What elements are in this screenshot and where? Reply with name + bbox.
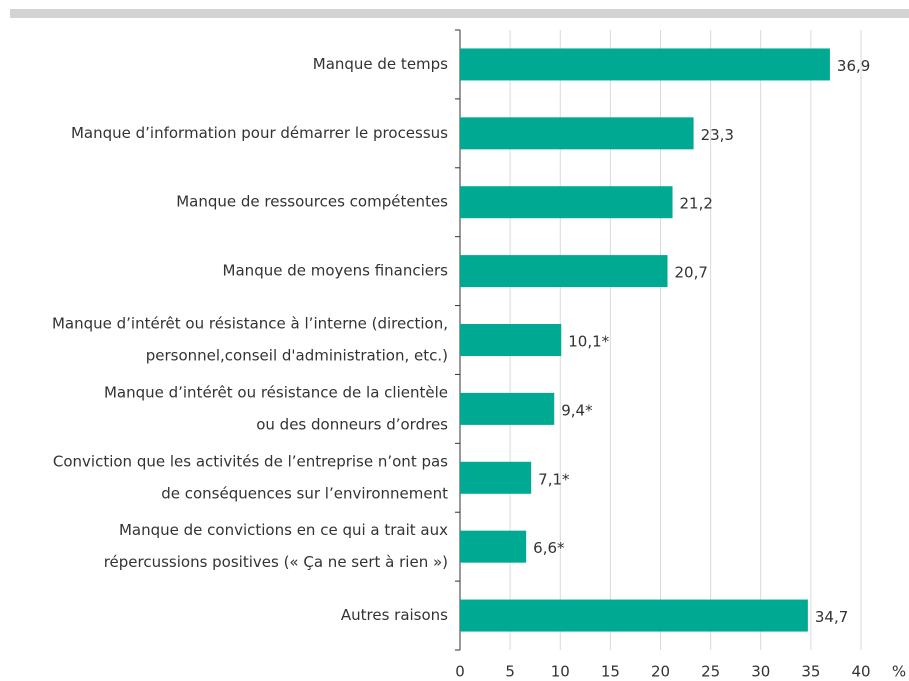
x-axis-label: % xyxy=(892,663,906,681)
y-tick-label: Manque d’intérêt ou résistance à l’inter… xyxy=(52,315,448,333)
bar xyxy=(460,599,808,632)
x-tick-label: 0 xyxy=(455,663,465,681)
y-tick-label: répercussions positives (« Ça ne sert à … xyxy=(104,553,448,571)
y-tick-label: Autres raisons xyxy=(341,606,448,624)
bar xyxy=(460,392,555,425)
x-tick-label: 10 xyxy=(551,663,570,681)
x-tick-label: 25 xyxy=(701,663,720,681)
y-tick-label: Manque d’intérêt ou résistance de la cli… xyxy=(104,383,448,401)
x-tick-label: 35 xyxy=(801,663,820,681)
x-tick-label: 30 xyxy=(751,663,770,681)
bar xyxy=(460,48,830,81)
y-tick-label: Manque de moyens financiers xyxy=(223,262,449,280)
bar xyxy=(460,530,527,563)
x-tick-label: 20 xyxy=(651,663,670,681)
y-tick-label: Manque de convictions en ce qui a trait … xyxy=(119,521,448,539)
bar xyxy=(460,117,694,150)
value-label: 36,9 xyxy=(837,57,870,75)
top-band xyxy=(10,9,909,18)
bar xyxy=(460,255,668,288)
value-label: 10,1* xyxy=(568,333,609,351)
bar xyxy=(460,186,673,219)
value-label: 23,3 xyxy=(701,126,734,144)
x-tick-label: 15 xyxy=(601,663,620,681)
x-tick-label: 40 xyxy=(851,663,870,681)
y-tick-label: Manque d’information pour démarrer le pr… xyxy=(71,124,448,142)
y-tick-label: personnel,conseil d'administration, etc.… xyxy=(146,347,448,365)
value-label: 6,6* xyxy=(533,539,565,557)
x-tick-label: 5 xyxy=(505,663,515,681)
y-tick-label: Conviction que les activités de l’entrep… xyxy=(53,452,448,470)
value-label: 34,7 xyxy=(815,608,848,626)
y-tick-label: Manque de ressources compétentes xyxy=(176,193,448,211)
value-label: 21,2 xyxy=(680,195,713,213)
value-label: 7,1* xyxy=(538,470,570,488)
value-label: 9,4* xyxy=(561,401,593,419)
bar xyxy=(460,324,562,356)
y-tick-label: Manque de temps xyxy=(313,55,448,73)
y-tick-label: de conséquences sur l’environnement xyxy=(161,484,448,502)
bar xyxy=(460,461,532,494)
value-label: 20,7 xyxy=(675,264,708,282)
y-tick-label: ou des donneurs d’ordres xyxy=(256,415,448,433)
